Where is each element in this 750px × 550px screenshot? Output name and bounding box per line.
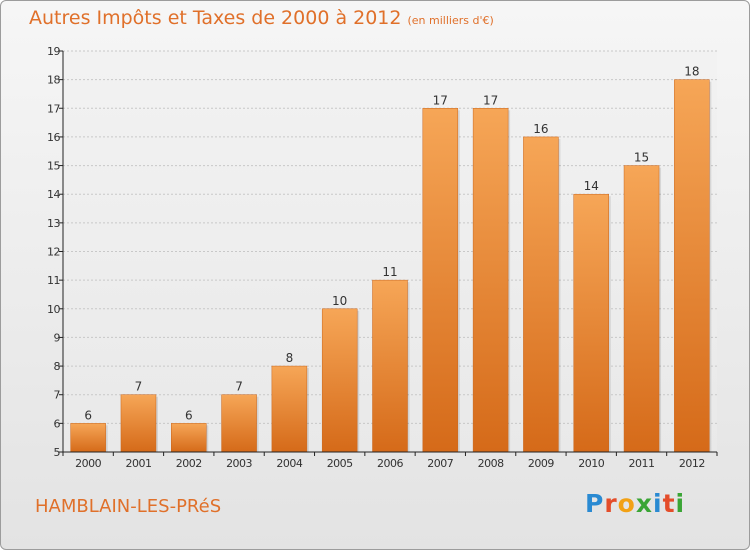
data-label: 18 xyxy=(684,65,699,79)
bar-2007 xyxy=(422,108,459,453)
bar-2000 xyxy=(70,423,106,453)
bar-2006 xyxy=(372,279,408,453)
bars xyxy=(70,79,712,453)
data-label: 8 xyxy=(286,351,294,365)
bar-2008 xyxy=(472,108,509,453)
y-tick-label: 8 xyxy=(54,360,61,373)
x-tick-label: 2004 xyxy=(276,457,302,470)
y-tick-label: 15 xyxy=(47,160,60,173)
bar-2003 xyxy=(221,394,257,453)
logo-letter: x xyxy=(635,489,653,518)
chart-title-text: Autres Impôts et Taxes de 2000 à 2012 xyxy=(29,7,402,29)
x-tick-label: 2009 xyxy=(528,457,554,470)
y-tick-label: 7 xyxy=(54,389,61,402)
y-tick-label: 12 xyxy=(47,246,60,259)
bar-2009 xyxy=(523,136,559,453)
x-tick-label: 2011 xyxy=(629,457,655,470)
x-tick-label: 2006 xyxy=(377,457,403,470)
data-label: 17 xyxy=(433,93,448,107)
bar-2001 xyxy=(120,394,157,453)
bar-2011 xyxy=(623,165,660,453)
x-tick-label: 2000 xyxy=(75,457,101,470)
y-tick-label: 11 xyxy=(47,274,60,287)
logo-letter: o xyxy=(617,489,636,518)
data-labels: 6 7 6 7 8 10 11 17 17 16 14 15 18 xyxy=(84,65,699,423)
x-tick-label: 2005 xyxy=(327,457,353,470)
logo-letter: t xyxy=(662,489,676,518)
bar-2010 xyxy=(573,193,609,453)
y-tick-label: 13 xyxy=(47,217,60,230)
x-tick-label: 2001 xyxy=(125,457,151,470)
chart-title: Autres Impôts et Taxes de 2000 à 2012 (en… xyxy=(29,7,494,29)
data-label: 11 xyxy=(382,265,397,279)
y-tick-labels: 5 6 7 8 9 10 11 12 13 14 15 16 17 18 19 xyxy=(47,45,61,459)
y-tick-label: 5 xyxy=(54,446,61,459)
data-label: 6 xyxy=(84,408,92,422)
bar-2002 xyxy=(171,423,207,453)
data-label: 6 xyxy=(185,408,193,422)
x-tick-label: 2007 xyxy=(427,457,453,470)
data-label: 14 xyxy=(584,179,599,193)
data-label: 17 xyxy=(483,93,498,107)
y-tick-label: 10 xyxy=(47,303,60,316)
proxiti-logo: Proxiti xyxy=(585,489,685,518)
data-label: 7 xyxy=(135,380,143,394)
logo-letter: P xyxy=(585,489,605,518)
x-tick-label: 2003 xyxy=(226,457,252,470)
y-tick-label: 18 xyxy=(47,74,60,87)
chart-subtitle: (en milliers d'€) xyxy=(407,14,494,27)
data-label: 16 xyxy=(533,122,548,136)
y-tick-label: 9 xyxy=(54,331,61,344)
y-tick-label: 17 xyxy=(47,102,60,115)
y-tick-label: 14 xyxy=(47,188,60,201)
logo-letter: i xyxy=(675,489,686,518)
y-tick-label: 19 xyxy=(47,45,60,58)
logo-letter: i xyxy=(653,489,663,518)
bar-2005 xyxy=(321,308,358,453)
axes xyxy=(59,50,718,456)
x-tick-label: 2002 xyxy=(176,457,202,470)
data-label: 15 xyxy=(634,151,649,165)
x-tick-label: 2010 xyxy=(578,457,604,470)
x-tick-label: 2012 xyxy=(679,457,705,470)
bar-2004 xyxy=(271,365,308,453)
x-tick-label: 2008 xyxy=(478,457,504,470)
town-name: HAMBLAIN-LES-PRéS xyxy=(35,496,222,517)
bar-2012 xyxy=(674,79,710,453)
data-label: 10 xyxy=(332,294,347,308)
y-tick-label: 16 xyxy=(47,131,60,144)
y-tick-label: 6 xyxy=(54,417,61,430)
data-label: 7 xyxy=(235,380,243,394)
logo-letter: r xyxy=(604,489,618,518)
x-tick-labels: 2000 2001 2002 2003 2004 2005 2006 2007 2008 2009… xyxy=(75,457,705,470)
